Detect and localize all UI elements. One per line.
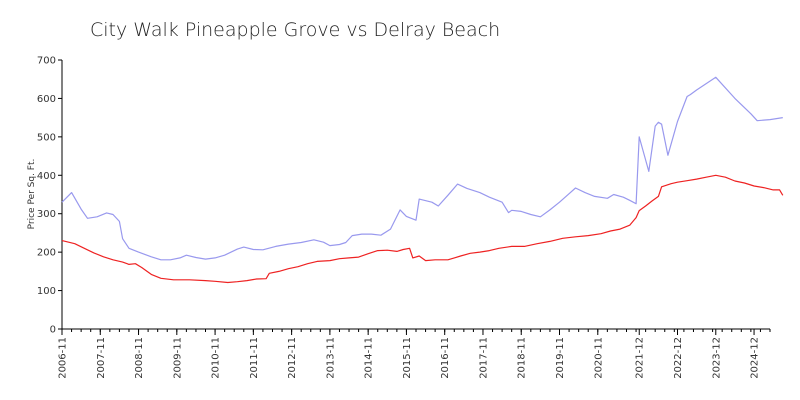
x-tick-label: 2022-12 bbox=[673, 337, 684, 379]
x-tick-label: 2021-12 bbox=[635, 337, 646, 379]
y-axis-label: Price Per Sq. Ft. bbox=[27, 159, 37, 230]
x-tick-label: 2018-11 bbox=[517, 337, 528, 379]
y-tick-label: 700 bbox=[37, 56, 56, 67]
y-tick-label: 100 bbox=[37, 286, 56, 297]
y-tick-label: 200 bbox=[37, 248, 56, 259]
y-axis: 0 100 200 300 400 500 600 700 bbox=[37, 56, 63, 336]
y-tick-label: 0 bbox=[50, 325, 56, 336]
y-tick-label: 600 bbox=[37, 94, 56, 105]
x-tick-label: 2016-11 bbox=[440, 337, 451, 379]
y-tick-label: 300 bbox=[37, 209, 56, 220]
series-layer bbox=[61, 76, 784, 284]
x-tick-label: 2013-11 bbox=[325, 337, 336, 379]
x-tick-label: 2011-11 bbox=[249, 337, 260, 379]
chart-title: City Walk Pineapple Grove vs Delray Beac… bbox=[90, 19, 500, 41]
x-axis: 2006-11 2007-11 2008-11 2009-11 2010-11 2011-… bbox=[58, 328, 771, 379]
x-tick-label: 2006-11 bbox=[58, 337, 69, 379]
y-tick-label: 500 bbox=[37, 132, 56, 143]
x-tick-label: 2019-11 bbox=[555, 337, 566, 379]
x-tick-label: 2015-11 bbox=[402, 337, 413, 379]
y-tick-label: 400 bbox=[37, 171, 56, 182]
x-tick-label: 2007-11 bbox=[96, 337, 107, 379]
x-tick-label: 2012-11 bbox=[287, 337, 298, 379]
series-line-2 bbox=[61, 174, 784, 284]
x-tick-label: 2023-12 bbox=[711, 337, 722, 379]
x-tick-label: 2017-11 bbox=[478, 337, 489, 379]
series-line-1 bbox=[61, 76, 783, 261]
x-tick-label: 2014-11 bbox=[364, 337, 375, 379]
x-tick-label: 2024-12 bbox=[750, 337, 761, 379]
x-tick-label: 2020-11 bbox=[593, 337, 604, 379]
x-tick-label: 2008-11 bbox=[134, 337, 145, 379]
x-tick-label: 2009-11 bbox=[172, 337, 183, 379]
x-tick-label: 2010-11 bbox=[211, 337, 222, 379]
